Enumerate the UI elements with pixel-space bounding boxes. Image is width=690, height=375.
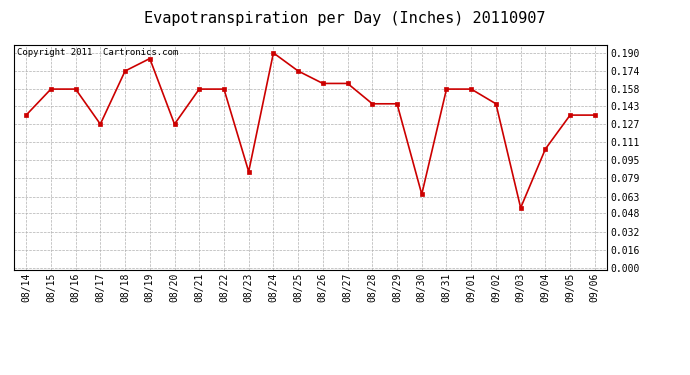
Text: Copyright 2011  Cartronics.com: Copyright 2011 Cartronics.com [17,48,178,57]
Text: Evapotranspiration per Day (Inches) 20110907: Evapotranspiration per Day (Inches) 2011… [144,11,546,26]
